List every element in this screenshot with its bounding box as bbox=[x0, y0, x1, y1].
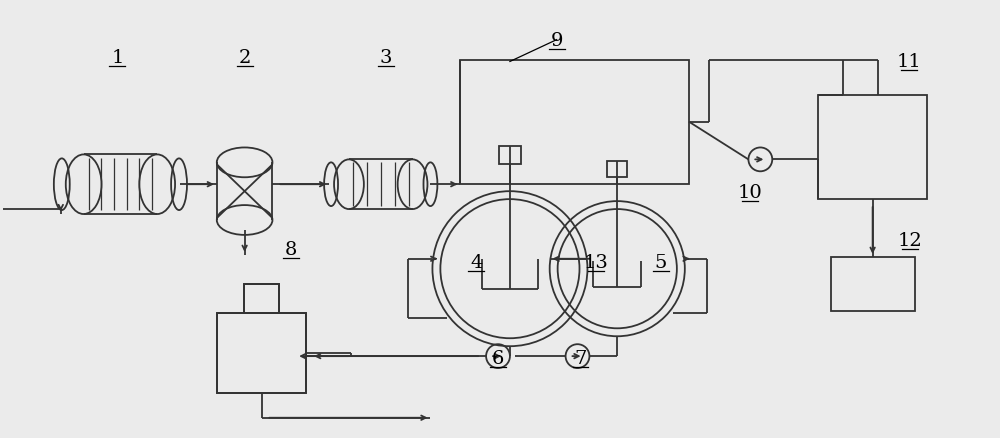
Text: 7: 7 bbox=[574, 349, 587, 367]
Text: 1: 1 bbox=[111, 49, 124, 67]
Text: 8: 8 bbox=[285, 240, 298, 258]
Text: 13: 13 bbox=[584, 254, 609, 272]
Text: 2: 2 bbox=[238, 49, 251, 67]
Text: 9: 9 bbox=[550, 32, 563, 49]
Text: 12: 12 bbox=[898, 232, 923, 250]
Text: 6: 6 bbox=[492, 349, 504, 367]
Text: 3: 3 bbox=[379, 49, 392, 67]
Bar bbox=[244, 284, 279, 314]
Bar bbox=[818, 95, 927, 200]
Bar bbox=[217, 314, 306, 393]
Text: 5: 5 bbox=[655, 254, 667, 272]
Text: 10: 10 bbox=[738, 184, 763, 202]
Text: 4: 4 bbox=[470, 254, 482, 272]
Bar bbox=[217, 314, 306, 393]
Bar bbox=[831, 257, 915, 312]
Bar bbox=[499, 147, 521, 165]
Bar bbox=[244, 284, 279, 314]
Text: 11: 11 bbox=[897, 53, 922, 71]
Bar bbox=[607, 162, 627, 178]
Bar bbox=[460, 61, 689, 185]
